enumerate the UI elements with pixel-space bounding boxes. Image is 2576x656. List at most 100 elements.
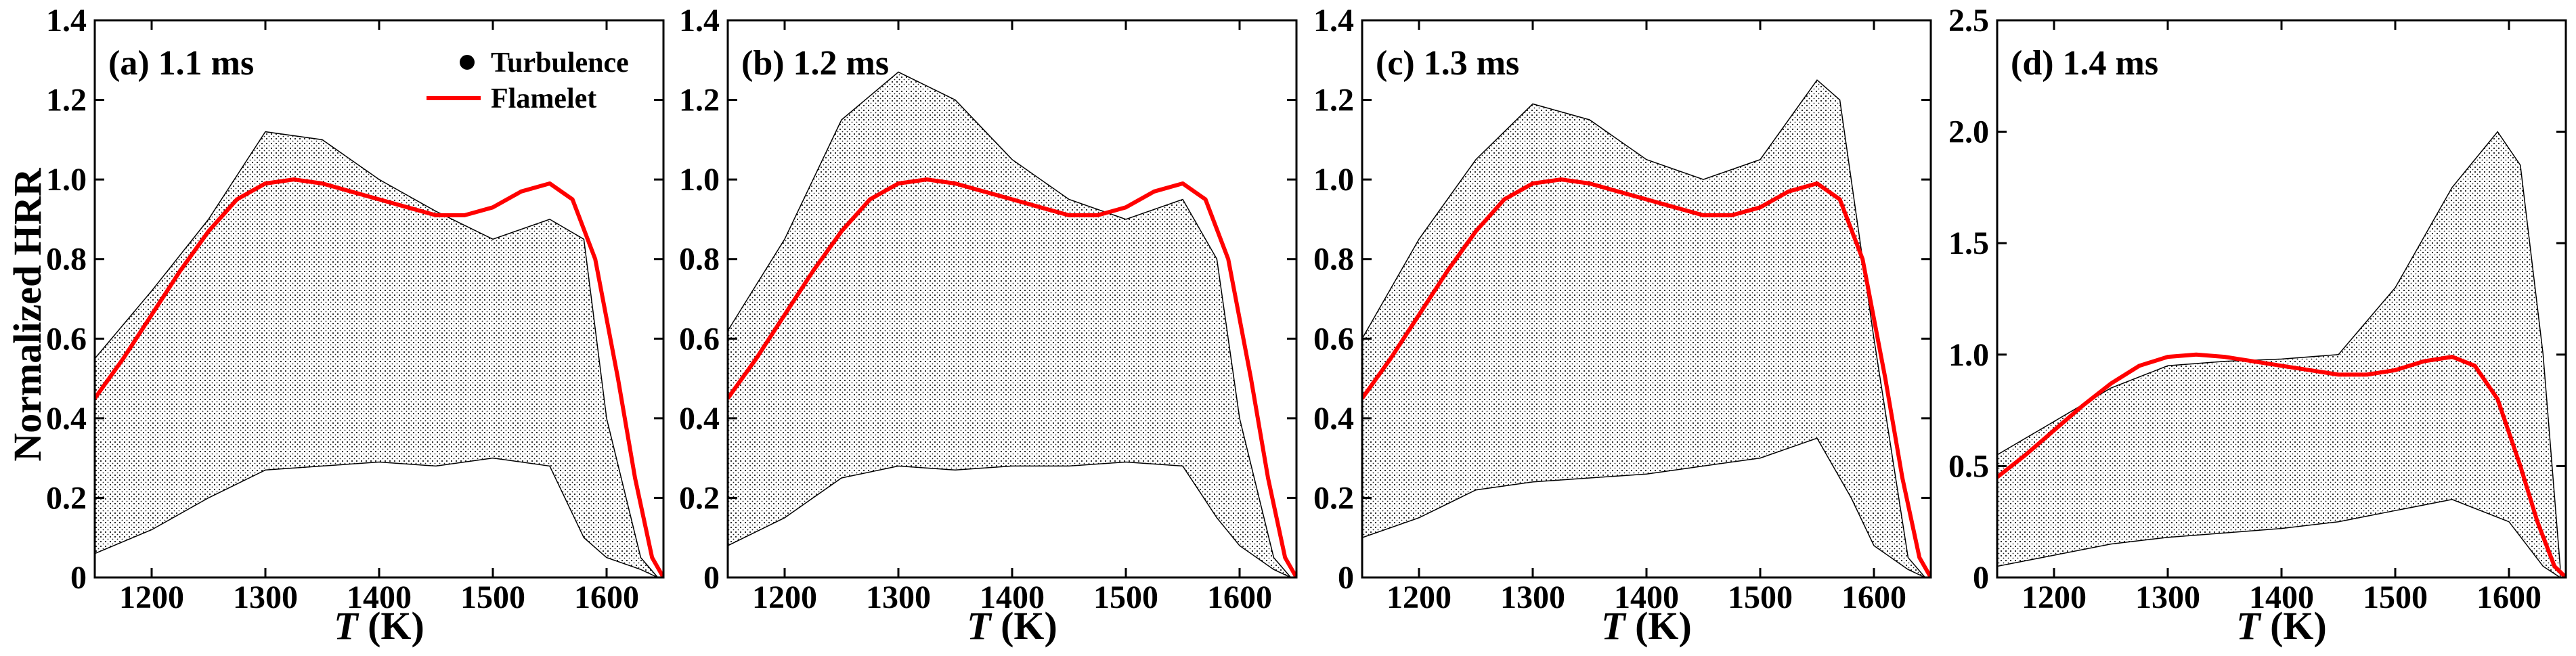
panel-d: 1200 1300 1400 1500 1600 0 0.5 1.0 1.5 2.0 2.5 (d)… <box>1948 3 2567 648</box>
x-axis-unit: (K) <box>1625 604 1692 648</box>
x-tick-label: 1200 <box>2022 580 2087 615</box>
y-tick-label: 1.4 <box>1313 3 1354 39</box>
turbulence-region <box>728 71 1292 577</box>
y-axis-label: Normalized HRR <box>5 167 49 461</box>
x-tick-label: 1500 <box>2363 580 2428 615</box>
x-tick-label: 1500 <box>460 580 525 615</box>
turbulence-region <box>95 131 659 577</box>
x-tick-label: 1200 <box>752 580 817 615</box>
x-tick-label: 1600 <box>1207 580 1272 615</box>
panel-title: (b) 1.2 ms <box>741 44 889 83</box>
y-tick-label: 1.2 <box>1313 83 1354 118</box>
turbulence-envelope <box>95 131 659 577</box>
x-tick-label: 1200 <box>119 580 184 615</box>
panel-c: 1200 1300 1400 1500 1600 0 0.2 0.4 0.6 0.8 1.0 1.2 1… <box>1313 3 1932 648</box>
y-tick-label: 0.8 <box>679 242 720 278</box>
y-tick-label: 0.4 <box>46 401 87 437</box>
x-axis-label-text: T (K) <box>967 604 1057 648</box>
legend-label-flamelet: Flamelet <box>491 83 596 114</box>
flamelet-curve <box>95 177 663 577</box>
x-axis-label-text: T (K) <box>2236 604 2327 648</box>
y-tick-label: 0 <box>1338 560 1354 596</box>
y-tick-label: 0.2 <box>679 480 720 516</box>
flamelet-curve <box>1997 352 2566 577</box>
y-tick-label: 0 <box>1973 560 1989 596</box>
panel-title: (a) 1.1 ms <box>108 44 254 83</box>
y-tick-label: 2.0 <box>1948 114 1989 150</box>
y-tick-label: 1.2 <box>46 83 87 118</box>
x-axis-label: T (K) <box>967 604 1057 648</box>
axis-ticks: 1200 1300 1400 1500 1600 0 0.2 0.4 0.6 0.8 1.0 1.2 1… <box>679 3 1296 615</box>
flamelet-line <box>95 177 663 577</box>
y-tick-label: 1.0 <box>1313 162 1354 198</box>
y-tick-label: 1.4 <box>46 3 87 39</box>
x-axis-label: T (K) <box>1601 604 1692 648</box>
y-tick-label: 0 <box>703 560 720 596</box>
x-tick-label: 1400 <box>1614 580 1679 615</box>
flamelet-curve <box>728 177 1296 577</box>
y-tick-label: 1.0 <box>679 162 720 198</box>
legend: Turbulence Flamelet <box>427 47 629 114</box>
x-axis-label: T (K) <box>2236 604 2327 648</box>
turbulence-envelope <box>1997 131 2561 577</box>
y-tick-label: 0.5 <box>1948 448 1989 484</box>
legend-marker-turbulence <box>460 55 475 70</box>
x-tick-label: 1400 <box>980 580 1045 615</box>
panel-title: (d) 1.4 ms <box>2011 44 2158 83</box>
flamelet-curve <box>1362 177 1931 577</box>
flamelet-line <box>1362 177 1931 577</box>
y-tick-label: 1.0 <box>46 162 87 198</box>
x-tick-label: 1600 <box>1841 580 1906 615</box>
x-axis-label-text: T (K) <box>1601 604 1692 648</box>
turbulence-region <box>1362 79 1926 577</box>
x-tick-label: 1600 <box>2476 580 2541 615</box>
y-tick-label: 0.6 <box>46 321 87 357</box>
x-axis-label: T (K) <box>334 604 424 648</box>
x-tick-label: 1500 <box>1728 580 1793 615</box>
x-tick-label: 1600 <box>574 580 639 615</box>
y-tick-label: 0.6 <box>1313 321 1354 357</box>
x-tick-label: 1500 <box>1093 580 1158 615</box>
axis-ticks: 1200 1300 1400 1500 1600 0 0.2 0.4 0.6 0.8 1.0 1.2 1… <box>46 3 663 615</box>
turbulence-region <box>1997 131 2561 577</box>
x-axis-unit: (K) <box>2261 604 2327 648</box>
y-tick-label: 0.6 <box>679 321 720 357</box>
x-axis-variable: T <box>2236 604 2262 648</box>
turbulence-envelope <box>728 71 1292 577</box>
flamelet-line <box>728 177 1296 577</box>
y-tick-label: 0.4 <box>679 401 720 437</box>
x-tick-label: 1300 <box>2135 580 2200 615</box>
panel-a: 1200 1300 1400 1500 1600 0 0.2 0.4 0.6 0.8 1.0 1.2 1… <box>46 3 665 648</box>
turbulence-envelope <box>1362 79 1926 577</box>
x-axis-unit: (K) <box>358 604 424 648</box>
x-tick-label: 1400 <box>2249 580 2314 615</box>
y-tick-label: 1.4 <box>679 3 720 39</box>
y-tick-label: 0.2 <box>1313 480 1354 516</box>
x-tick-label: 1400 <box>347 580 412 615</box>
y-tick-label: 1.2 <box>679 83 720 118</box>
y-tick-label: 0 <box>70 560 87 596</box>
y-tick-label: 1.5 <box>1948 225 1989 261</box>
legend-label-turbulence: Turbulence <box>491 47 629 79</box>
x-axis-variable: T <box>967 604 992 648</box>
x-axis-unit: (K) <box>991 604 1057 648</box>
axis-ticks: 1200 1300 1400 1500 1600 0 0.2 0.4 0.6 0.8 1.0 1.2 1… <box>1313 3 1931 615</box>
x-tick-label: 1300 <box>233 580 298 615</box>
y-tick-label: 1.0 <box>1948 337 1989 373</box>
x-tick-label: 1200 <box>1387 580 1451 615</box>
y-tick-label: 0.8 <box>1313 242 1354 278</box>
y-tick-label: 2.5 <box>1948 3 1989 39</box>
x-axis-variable: T <box>334 604 359 648</box>
x-axis-label-text: T (K) <box>334 604 424 648</box>
y-tick-label: 0.2 <box>46 480 87 516</box>
x-axis-variable: T <box>1601 604 1627 648</box>
flamelet-line <box>1997 352 2566 577</box>
x-tick-label: 1300 <box>866 580 931 615</box>
y-tick-label: 0.4 <box>1313 401 1354 437</box>
y-tick-label: 0.8 <box>46 242 87 278</box>
axis-ticks: 1200 1300 1400 1500 1600 0 0.5 1.0 1.5 2.0 2.5 <box>1948 3 2566 615</box>
panel-title: (c) 1.3 ms <box>1376 44 1519 83</box>
x-tick-label: 1300 <box>1500 580 1565 615</box>
panel-b: 1200 1300 1400 1500 1600 0 0.2 0.4 0.6 0.8 1.0 1.2 1… <box>679 3 1298 648</box>
